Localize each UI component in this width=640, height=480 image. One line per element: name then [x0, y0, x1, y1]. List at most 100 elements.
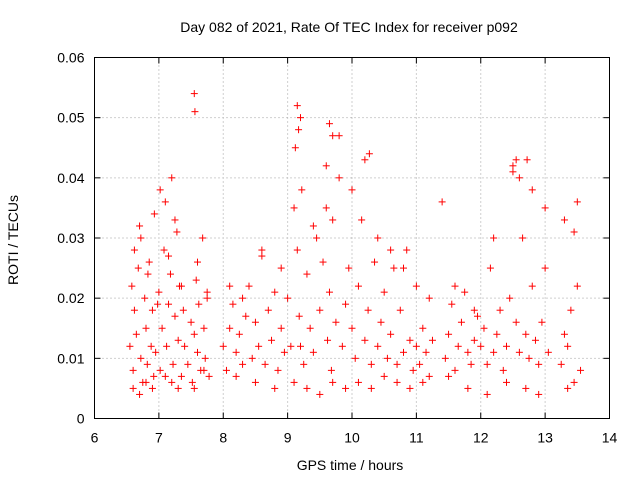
data-point [268, 336, 276, 344]
data-point [130, 246, 138, 254]
data-point [544, 348, 552, 356]
data-point [564, 342, 572, 350]
data-point [290, 204, 298, 212]
data-point [126, 342, 134, 350]
data-point [161, 372, 169, 380]
data-point [329, 216, 337, 224]
x-tick-label: 11 [409, 430, 424, 446]
data-point [445, 372, 453, 380]
data-point [205, 372, 213, 380]
data-point [150, 372, 158, 380]
data-point [156, 186, 164, 194]
data-point [177, 282, 185, 290]
data-point [509, 168, 517, 176]
x-tick-label: 13 [537, 430, 553, 446]
data-point [141, 294, 149, 302]
data-points [126, 90, 585, 398]
data-point [329, 132, 337, 140]
data-point [137, 354, 145, 362]
y-tick-label: 0 [77, 411, 85, 427]
data-point [470, 336, 478, 344]
data-point [522, 384, 530, 392]
data-point [201, 354, 209, 362]
data-point [165, 300, 173, 308]
data-point [325, 288, 333, 296]
data-point [203, 294, 211, 302]
data-point [393, 378, 401, 386]
data-point [573, 282, 581, 290]
data-point [190, 330, 198, 338]
x-tick-label: 9 [284, 430, 292, 446]
data-point [147, 342, 155, 350]
data-point [425, 294, 433, 302]
x-tick-label: 12 [473, 430, 489, 446]
data-point [144, 270, 152, 278]
data-point [525, 354, 533, 362]
data-point [192, 276, 200, 284]
data-point [293, 102, 301, 110]
data-point [535, 360, 543, 368]
data-point [454, 342, 462, 350]
data-point [348, 324, 356, 332]
data-point [166, 270, 174, 278]
data-point [148, 306, 156, 314]
data-point [137, 234, 145, 242]
data-point [136, 390, 144, 398]
data-point [200, 324, 208, 332]
data-point [364, 306, 372, 314]
data-point [130, 306, 138, 314]
data-point [191, 108, 199, 116]
data-point [335, 132, 343, 140]
data-point [291, 144, 299, 152]
data-point [515, 174, 523, 182]
x-axis-label: GPS time / hours [297, 457, 404, 473]
x-tick-labels: 6 7 8 9 10 11 12 13 14 [91, 430, 618, 446]
data-point [309, 222, 317, 230]
data-point [168, 174, 176, 182]
data-point [316, 306, 324, 314]
y-axis-label: ROTI / TECUs [5, 195, 21, 285]
data-point [134, 264, 142, 272]
data-point [393, 360, 401, 368]
data-point [195, 300, 203, 308]
data-point [136, 222, 144, 230]
data-point [374, 342, 382, 350]
data-point [226, 282, 234, 290]
data-point [155, 288, 163, 296]
data-point [470, 306, 478, 314]
data-point [358, 216, 366, 224]
data-point [255, 342, 263, 350]
data-point [179, 306, 187, 314]
data-point [528, 186, 536, 194]
data-point [541, 204, 549, 212]
data-point [258, 246, 266, 254]
data-point [150, 210, 158, 218]
data-point [232, 348, 240, 356]
data-point [419, 324, 427, 332]
data-point [474, 312, 482, 320]
data-point [354, 378, 362, 386]
data-point [451, 282, 459, 290]
data-point [361, 156, 369, 164]
data-point [361, 336, 369, 344]
data-point [577, 366, 585, 374]
data-point [416, 360, 424, 368]
data-point [174, 336, 182, 344]
data-point [158, 324, 166, 332]
data-point [277, 264, 285, 272]
data-point [387, 330, 395, 338]
data-point [295, 126, 303, 134]
data-point [277, 324, 285, 332]
data-point [303, 384, 311, 392]
data-point [245, 282, 253, 290]
data-point [298, 186, 306, 194]
data-point [274, 366, 282, 374]
data-point [239, 360, 247, 368]
data-point [251, 378, 259, 386]
data-point [173, 228, 181, 236]
data-point [371, 258, 379, 266]
data-point [541, 264, 549, 272]
data-point [229, 300, 237, 308]
data-point [165, 252, 173, 260]
x-tick-label: 7 [155, 430, 163, 446]
